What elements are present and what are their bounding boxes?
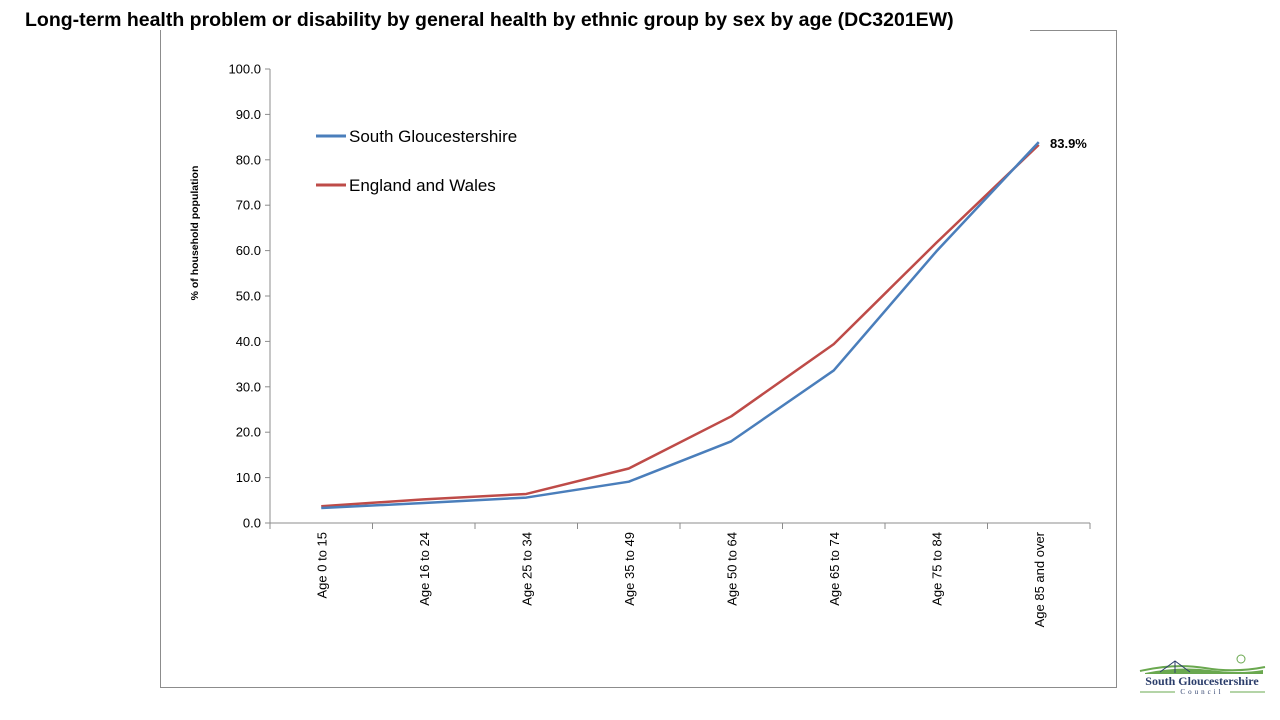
- y-tick-label: 60.0: [236, 243, 261, 258]
- chart-frame-top: [1030, 30, 1117, 31]
- page-title: Long-term health problem or disability b…: [25, 9, 954, 31]
- x-tick-label: Age 16 to 24: [417, 532, 432, 606]
- chart-frame: [160, 30, 1117, 688]
- series-line: [321, 143, 1040, 508]
- chart-ticks: 0.0 10.0 20.0 30.0 40.0 50.0 60.0 70.0 80.0 90.0 1…: [228, 62, 1091, 627]
- legend-label: England and Wales: [349, 176, 496, 195]
- series-line: [321, 141, 1040, 510]
- x-tick-label: Age 65 to 74: [827, 532, 842, 606]
- y-tick-label: 100.0: [228, 62, 261, 77]
- y-tick-label: 80.0: [236, 152, 261, 167]
- y-axis-label: % of household population: [189, 166, 201, 301]
- y-tick-label: 10.0: [236, 470, 261, 485]
- x-tick-label: Age 85 and over: [1032, 531, 1047, 627]
- chart-legend: South Gloucestershire England and Wales: [316, 127, 517, 195]
- logo-subtitle: Council: [1180, 688, 1224, 696]
- y-tick-label: 20.0: [236, 425, 261, 440]
- y-tick-label: 40.0: [236, 334, 261, 349]
- x-tick-label: Age 25 to 34: [519, 532, 534, 606]
- y-tick-label: 0.0: [243, 516, 261, 531]
- y-tick-label: 70.0: [236, 198, 261, 213]
- x-tick-label: Age 0 to 15: [314, 532, 329, 599]
- logo-name: South Gloucestershire: [1145, 674, 1259, 688]
- y-tick-label: 90.0: [236, 107, 261, 122]
- chart-series: [321, 141, 1040, 510]
- data-annotation: 83.9%: [1050, 136, 1087, 151]
- council-logo: [1139, 654, 1266, 693]
- y-tick-label: 30.0: [236, 379, 261, 394]
- legend-label: South Gloucestershire: [349, 127, 517, 146]
- x-tick-label: Age 35 to 49: [622, 532, 637, 606]
- x-tick-label: Age 50 to 64: [724, 532, 739, 606]
- x-tick-label: Age 75 to 84: [929, 532, 944, 606]
- y-tick-label: 50.0: [236, 289, 261, 304]
